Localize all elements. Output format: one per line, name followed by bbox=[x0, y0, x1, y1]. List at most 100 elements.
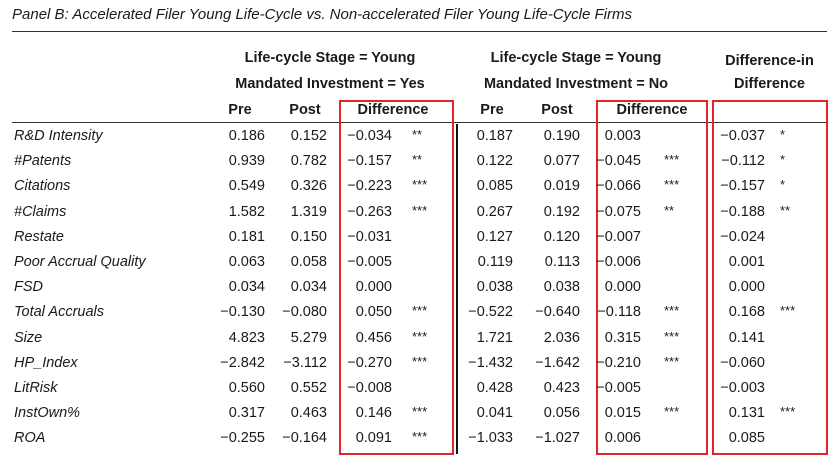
cell-post-2: 0.423 bbox=[543, 380, 580, 396]
cell-post-1: 0.326 bbox=[290, 178, 327, 195]
cell-diff-2-sig: *** bbox=[664, 353, 680, 369]
cell-diff-1: −0.005 bbox=[347, 254, 392, 270]
cell-did-sig: *** bbox=[780, 303, 796, 319]
highlight-box-difference-1 bbox=[339, 100, 454, 455]
cell-post-1: 0.152 bbox=[290, 128, 327, 144]
cell-pre-2: 0.428 bbox=[476, 380, 513, 396]
row-label: Total Accruals bbox=[14, 304, 104, 321]
cell-did: −0.037 bbox=[720, 128, 765, 144]
cell-post-1: −0.080 bbox=[282, 304, 327, 321]
cell-pre-2: 0.119 bbox=[477, 254, 513, 270]
subheader-post-2: Post bbox=[541, 102, 573, 118]
cell-diff-1: −0.270 bbox=[347, 354, 392, 371]
cell-pre-1: 0.181 bbox=[228, 228, 265, 245]
cell-diff-1-sig: *** bbox=[412, 328, 428, 344]
cell-diff-2-sig: *** bbox=[664, 152, 680, 168]
cell-pre-1: −0.255 bbox=[220, 430, 265, 447]
cell-post-2: 0.190 bbox=[543, 128, 580, 144]
cell-did: −0.060 bbox=[720, 354, 765, 371]
row-label: Restate bbox=[14, 228, 64, 245]
cell-post-2: −0.640 bbox=[535, 304, 580, 321]
cell-post-1: 1.319 bbox=[290, 203, 327, 220]
cell-did: 0.085 bbox=[728, 430, 765, 447]
row-label: LitRisk bbox=[14, 380, 58, 396]
cell-did: 0.141 bbox=[728, 329, 765, 346]
cell-pre-2: 0.267 bbox=[476, 203, 513, 220]
cell-pre-2: 0.085 bbox=[476, 178, 513, 195]
cell-did: −0.112 bbox=[721, 153, 765, 170]
cell-diff-2: −0.007 bbox=[596, 228, 641, 245]
cell-did-sig: * bbox=[780, 177, 786, 193]
row-label: Size bbox=[14, 329, 43, 346]
cell-post-2: 0.077 bbox=[543, 153, 580, 170]
cell-diff-2: −0.210 bbox=[596, 354, 641, 371]
cell-pre-1: 0.063 bbox=[228, 254, 265, 270]
cell-diff-2-sig: *** bbox=[664, 303, 680, 319]
row-label: #Claims bbox=[14, 203, 67, 220]
cell-diff-1: −0.263 bbox=[347, 203, 392, 220]
cell-diff-2: 0.315 bbox=[604, 329, 641, 346]
cell-pre-2: −1.432 bbox=[468, 354, 513, 371]
group2-header-line1: Life-cycle Stage = Young bbox=[490, 50, 662, 66]
cell-diff-1: 0.000 bbox=[355, 279, 392, 296]
cell-post-2: 0.113 bbox=[544, 254, 580, 270]
cell-did: 0.001 bbox=[728, 254, 765, 270]
cell-post-2: 0.056 bbox=[543, 405, 580, 422]
cell-pre-1: 4.823 bbox=[228, 329, 265, 346]
cell-pre-2: 0.122 bbox=[476, 153, 513, 170]
cell-did-sig: ** bbox=[780, 202, 791, 218]
group1-header-line1: Life-cycle Stage = Young bbox=[244, 50, 416, 66]
cell-diff-2: 0.000 bbox=[604, 279, 641, 296]
panel-title: Panel B: Accelerated Filer Young Life-Cy… bbox=[12, 6, 633, 23]
cell-post-1: 0.552 bbox=[290, 380, 327, 396]
row-label: R&D Intensity bbox=[14, 128, 103, 144]
cell-diff-1: −0.008 bbox=[347, 380, 392, 396]
row-label: HP_Index bbox=[14, 354, 78, 371]
cell-pre-2: 0.041 bbox=[476, 405, 513, 422]
highlight-box-did bbox=[712, 100, 828, 455]
row-label: #Patents bbox=[14, 153, 72, 170]
cell-diff-2: 0.003 bbox=[604, 128, 641, 144]
cell-diff-2-sig: *** bbox=[664, 177, 680, 193]
cell-did-sig: * bbox=[780, 152, 786, 168]
cell-diff-1-sig: *** bbox=[412, 353, 428, 369]
cell-diff-1: 0.146 bbox=[355, 405, 392, 422]
cell-pre-2: −0.522 bbox=[468, 304, 513, 321]
cell-diff-1-sig: ** bbox=[412, 152, 423, 168]
cell-did: −0.003 bbox=[720, 380, 765, 396]
cell-pre-2: −1.033 bbox=[468, 430, 513, 447]
did-header-line1: Difference-in bbox=[725, 53, 814, 69]
subheader-difference-1: Difference bbox=[357, 102, 429, 118]
cell-post-2: 0.019 bbox=[543, 178, 580, 195]
cell-diff-2: −0.006 bbox=[596, 254, 641, 270]
cell-post-2: 0.038 bbox=[543, 279, 580, 296]
cell-diff-2: 0.015 bbox=[604, 405, 641, 422]
top-rule bbox=[12, 31, 827, 32]
cell-post-1: 0.034 bbox=[290, 279, 327, 296]
cell-diff-2: −0.075 bbox=[596, 203, 641, 220]
cell-pre-2: 1.721 bbox=[476, 329, 513, 346]
cell-post-2: −1.027 bbox=[535, 430, 580, 447]
cell-post-1: 0.058 bbox=[290, 254, 327, 270]
cell-pre-1: −2.842 bbox=[220, 354, 265, 371]
cell-pre-1: 0.186 bbox=[228, 128, 265, 144]
cell-pre-1: 0.034 bbox=[228, 279, 265, 296]
cell-diff-2-sig: ** bbox=[664, 202, 675, 218]
group-divider bbox=[456, 124, 458, 454]
cell-pre-1: 0.939 bbox=[228, 153, 265, 170]
cell-post-2: −1.642 bbox=[535, 354, 580, 371]
cell-did-sig: *** bbox=[780, 404, 796, 420]
cell-post-2: 0.192 bbox=[543, 203, 580, 220]
row-label: Poor Accrual Quality bbox=[14, 254, 146, 270]
header-rule bbox=[12, 122, 827, 123]
cell-post-1: −0.164 bbox=[282, 430, 327, 447]
did-header-line2: Difference bbox=[734, 76, 805, 92]
cell-post-1: 0.463 bbox=[290, 405, 327, 422]
cell-diff-2: −0.045 bbox=[596, 153, 641, 170]
cell-pre-1: −0.130 bbox=[220, 304, 265, 321]
cell-pre-1: 0.560 bbox=[228, 380, 265, 396]
row-label: FSD bbox=[14, 279, 43, 296]
cell-pre-1: 0.317 bbox=[228, 405, 265, 422]
highlight-box-difference-2 bbox=[596, 100, 708, 455]
cell-diff-1-sig: *** bbox=[412, 404, 428, 420]
